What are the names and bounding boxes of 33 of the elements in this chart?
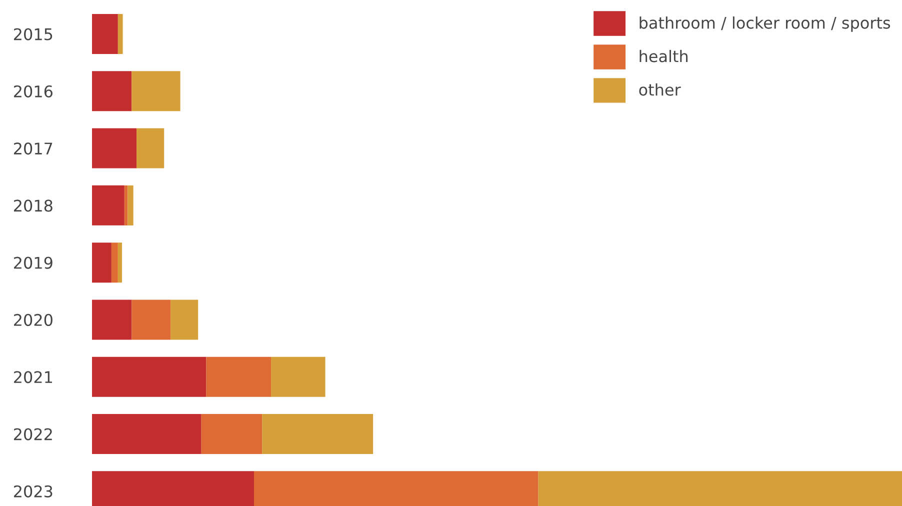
bar <box>170 300 198 340</box>
bar <box>118 242 122 283</box>
bar <box>118 14 123 54</box>
bar <box>92 300 132 340</box>
y-tick-label: 2015 <box>14 28 52 40</box>
bar <box>271 356 326 397</box>
y-tick-label: 2021 <box>14 371 52 384</box>
bar <box>92 356 206 397</box>
bar <box>124 185 128 226</box>
bar <box>201 414 262 454</box>
bar <box>92 185 124 226</box>
bar <box>136 128 164 168</box>
bar <box>92 414 202 454</box>
legend-label: health <box>640 50 688 62</box>
bar <box>92 128 137 168</box>
bar <box>111 242 118 283</box>
legend-label: bathroom / locker room / sports <box>640 16 890 32</box>
bar <box>132 300 171 340</box>
bar <box>206 356 272 397</box>
y-tick-label: 2016 <box>14 85 52 98</box>
legend-label: other <box>639 83 681 96</box>
bar <box>262 414 374 454</box>
y-tick-label: 2018 <box>14 200 52 212</box>
bar <box>132 71 180 112</box>
bar <box>92 14 118 54</box>
y-tick-label: 2017 <box>14 142 52 155</box>
y-tick-label: 2022 <box>14 428 52 440</box>
bar <box>92 71 132 112</box>
y-tick-label: 2019 <box>14 256 52 269</box>
bar <box>128 185 134 226</box>
y-tick-label: 2023 <box>14 485 52 498</box>
bar <box>92 242 112 283</box>
y-tick-label: 2020 <box>14 314 52 326</box>
